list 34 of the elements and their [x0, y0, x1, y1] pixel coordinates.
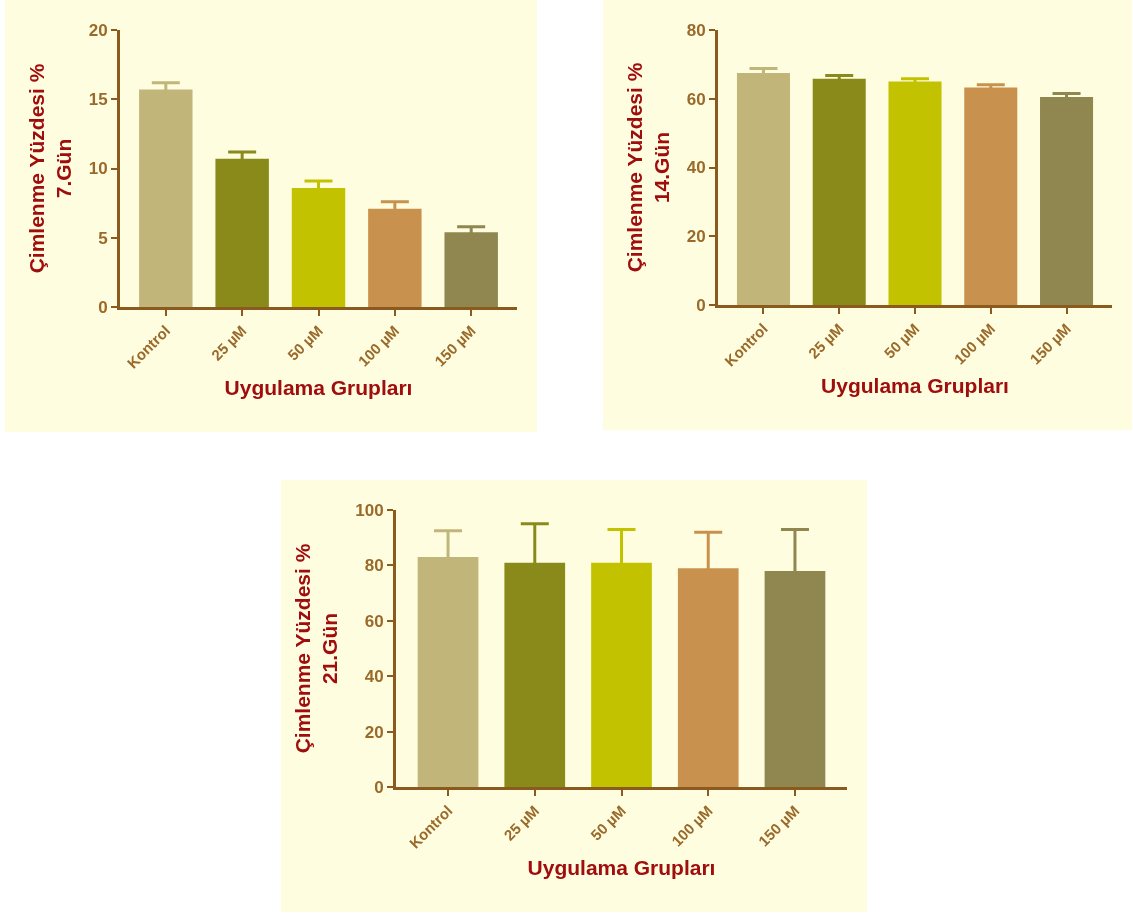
y-tick-label: 15	[88, 90, 108, 110]
x-tick-label: 50 µM	[880, 319, 923, 362]
x-tick-label: 150 µM	[754, 801, 803, 850]
y-tick-label: 0	[98, 297, 108, 317]
y-axis-title: Çimlenme Yüzdesi % 7.Gün	[24, 63, 75, 274]
x-axis-title: Uygulama Grupları	[527, 855, 716, 879]
x-axis-title: Uygulama Grupları	[821, 373, 1009, 397]
x-tick-label: 150 µM	[431, 321, 479, 370]
y-tick-label: 10	[88, 159, 108, 179]
y-tick-label: 40	[686, 158, 706, 178]
x-tick-label: 25 µM	[804, 319, 847, 362]
x-tick-label: 50 µM	[587, 801, 629, 844]
x-tick-label: 25 µM	[207, 321, 250, 364]
y-tick-label: 20	[364, 722, 384, 742]
x-tick-label: 25 µM	[500, 801, 543, 844]
y-tick-label: 100	[355, 500, 384, 520]
x-tick-label: 100 µM	[668, 801, 716, 850]
y-tick-label: 20	[88, 20, 108, 40]
y-tick-label: 5	[98, 228, 108, 248]
y-tick-label: 40	[364, 667, 384, 687]
y-tick-label: 80	[364, 556, 384, 576]
x-tick-label: 150 µM	[1026, 319, 1074, 368]
y-tick-label: 80	[686, 20, 706, 40]
x-axis-title: Uygulama Grupları	[224, 375, 413, 399]
y-tick-label: 0	[374, 777, 384, 797]
y-tick-label: 0	[696, 295, 706, 315]
y-axis-title: Çimlenme Yüzdesi % 21.Gün	[291, 543, 342, 754]
y-tick-label: 20	[686, 227, 706, 247]
x-tick-label: 100 µM	[354, 321, 403, 370]
x-tick-label: 100 µM	[950, 319, 999, 368]
y-tick-label: 60	[686, 89, 706, 109]
y-tick-label: 60	[364, 611, 384, 631]
y-axis-title: Çimlenme Yüzdesi % 14.Gün	[622, 62, 673, 273]
x-tick-label: 50 µM	[284, 321, 326, 364]
